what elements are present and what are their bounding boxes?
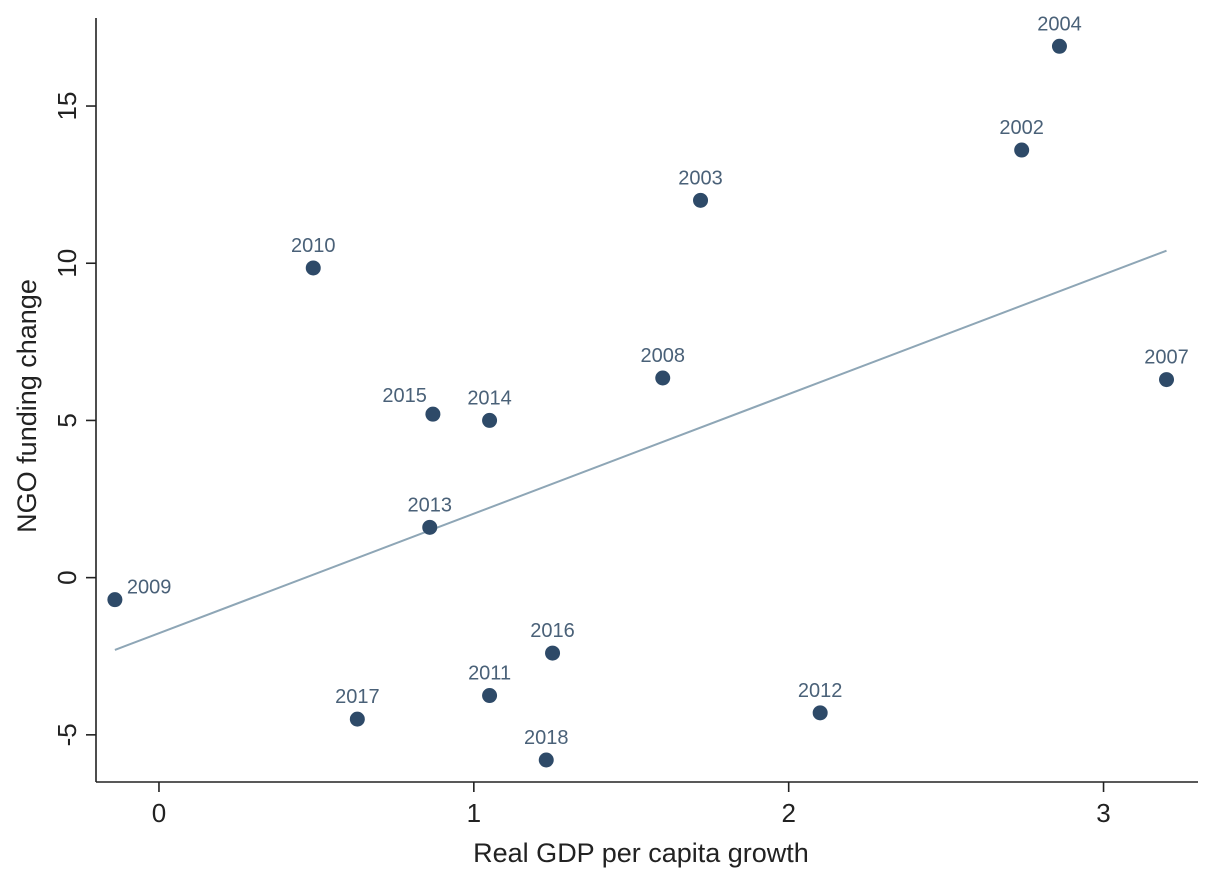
point-label: 2015	[382, 385, 427, 407]
data-point	[422, 519, 438, 535]
point-label: 2016	[530, 620, 575, 642]
data-point	[305, 260, 321, 276]
x-tick-label: 3	[1096, 798, 1110, 828]
fit-line	[114, 249, 1167, 651]
data-point	[538, 752, 554, 768]
axes: 0 1 2 3 -5 0 5 10 15	[52, 18, 1198, 828]
y-tick-label: 15	[52, 92, 82, 121]
data-point	[693, 192, 709, 208]
data-point	[545, 645, 561, 661]
point-label: 2012	[798, 680, 843, 702]
y-tick-label: -5	[52, 723, 82, 746]
point-label: 2014	[467, 387, 512, 409]
point-label: 2004	[1037, 13, 1082, 35]
data-point	[812, 705, 828, 721]
data-point	[482, 688, 498, 704]
data-point	[107, 592, 123, 608]
fit-line-group	[114, 249, 1167, 651]
data-point	[482, 412, 498, 428]
point-label: 2007	[1144, 347, 1189, 369]
x-tick-label: 2	[781, 798, 795, 828]
x-tick-label: 1	[467, 798, 481, 828]
y-tick-label: 5	[52, 413, 82, 427]
data-point	[1014, 142, 1030, 158]
point-label: 2018	[524, 727, 569, 749]
x-axis-title: Real GDP per capita growth	[473, 838, 809, 868]
data-point	[1159, 372, 1175, 388]
point-label: 2011	[468, 663, 511, 685]
y-tick-label: 0	[52, 570, 82, 584]
data-point	[1051, 38, 1067, 54]
point-label: 2017	[335, 686, 380, 708]
point-label: 2010	[291, 235, 336, 257]
point-label: 2008	[640, 345, 685, 367]
point-label: 2002	[999, 117, 1044, 139]
data-point	[425, 406, 441, 422]
points-group: 2002 2003 2004 2007 2008 2009 2010 2011 2012 2013…	[107, 13, 1189, 768]
data-point	[655, 370, 671, 386]
point-label: 2009	[127, 577, 171, 599]
x-tick-label: 0	[152, 798, 166, 828]
y-axis-title: NGO funding change	[12, 279, 42, 533]
point-label: 2013	[407, 494, 452, 516]
point-label: 2003	[678, 167, 723, 189]
data-point	[349, 711, 365, 727]
y-tick-label: 10	[52, 249, 82, 278]
